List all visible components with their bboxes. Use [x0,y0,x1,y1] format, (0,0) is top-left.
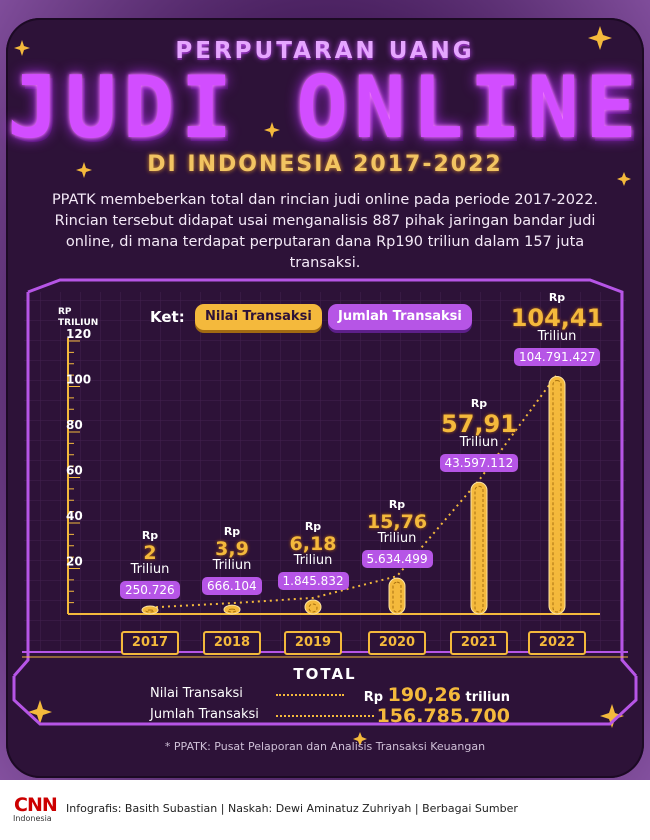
bar-value-2020: 15,76 [366,511,428,534]
y-tick-label: 60 [66,464,83,478]
y-tick-label: 20 [66,555,83,569]
legend-jumlah-transaksi: Jumlah Transaksi [328,304,472,330]
title-sub: DI INDONESIA 2017-2022 [147,152,503,177]
legend-ket: Ket: [150,308,185,326]
sparkle-icon [28,700,52,724]
legend-nilai-transaksi: Nilai Transaksi [195,304,322,330]
bar-inner-2020 [392,581,402,613]
bar-unit-2019: Triliun [293,552,333,568]
y-axis-unit-line1: RP [58,307,72,317]
bar-transactions-2022: 104.791.427 [514,348,601,367]
credit-text: Infografis: Basith Subastian | Naskah: D… [66,802,518,815]
total-nilai-currency: Rp [363,690,384,705]
total-jumlah-label: Jumlah Transaksi [150,707,259,722]
bar-value-2021: 57,91 [441,410,517,439]
cnn-logo-sub: Indonesia [13,814,52,823]
sparkle-icon [353,732,367,746]
sparkle-icon [600,704,624,728]
bar-currency-2021: Rp [470,397,488,411]
cnn-logo: CNN [14,794,58,816]
title-top: PERPUTARAN UANG [175,38,475,64]
x-tick-label-2021: 2021 [450,631,508,655]
bar-2019 [304,599,322,615]
total-nilai-value: Rp 190,26 triliun [364,684,510,706]
dotted-leader [276,715,374,717]
y-axis-unit: RP TRILIUN [58,307,98,329]
x-tick-label-2017: 2017 [121,631,179,655]
y-axis-unit-line2: TRILIUN [58,318,99,328]
bar-inner-2022 [552,379,562,613]
bar-transactions-2017: 250.726 [120,581,180,600]
sparkle-icon [14,40,30,56]
total-jumlah-value: 156.785.700 [377,705,510,727]
bar-currency-2022: Rp [548,291,566,305]
dotted-leader [276,694,344,696]
sparkle-icon [76,162,92,178]
y-tick-label: 100 [66,373,91,387]
bar-value-2019: 6,18 [289,532,337,555]
total-nilai-label: Nilai Transaksi [150,686,243,701]
bar-2022 [548,375,566,615]
bar-transactions-2021: 43.597.112 [439,454,519,473]
bar-currency-2017: Rp [141,529,159,543]
y-tick-label: 120 [66,327,91,341]
sparkle-icon [264,122,280,138]
title-main: JUDI ONLINE [7,58,643,158]
total-nilai-row: Nilai Transaksi Rp 190,26 triliun [150,684,510,706]
bar-currency-2020: Rp [388,498,406,512]
bar-unit-2018: Triliun [212,558,252,574]
total-nilai-suffix: triliun [465,690,510,705]
bar-2021 [470,481,488,615]
bar-value-2017: 2 [143,542,157,565]
bar-transactions-2020: 5.634.499 [361,550,433,569]
bar-transactions-2018: 666.104 [202,577,262,596]
bar-currency-2019: Rp [304,519,322,533]
bar-inner-2021 [474,485,484,613]
y-tick-label: 80 [66,418,83,432]
bar-inner-2017 [145,609,155,613]
footer: CNN Indonesia Infografis: Basith Subasti… [0,780,650,840]
bar-inner-2019 [308,603,318,613]
bar-unit-2021: Triliun [459,435,499,451]
bar-currency-2018: Rp [223,525,241,539]
x-tick-label-2020: 2020 [368,631,426,655]
bar-inner-2018 [227,608,237,613]
sparkle-icon [617,172,631,186]
total-nilai-number: 190,26 [387,684,461,706]
x-tick-label-2018: 2018 [203,631,261,655]
bar-value-2022: 104,41 [510,304,604,333]
bar-unit-2017: Triliun [130,562,170,578]
intro-text: PPATK membeberkan total dan rincian judi… [51,192,599,271]
total-jumlah-row: Jumlah Transaksi 156.785.700 [150,705,510,727]
footnote: * PPATK: Pusat Pelaporan dan Analisis Tr… [164,740,486,753]
total-title: TOTAL [293,665,357,683]
total-jumlah-number: 156.785.700 [376,705,510,727]
bar-unit-2022: Triliun [537,329,577,345]
bar-value-2018: 3,9 [215,538,249,561]
x-tick-label-2019: 2019 [284,631,342,655]
y-tick-label: 40 [66,509,83,523]
bar-transactions-2019: 1.845.832 [277,571,349,590]
bar-2020 [388,577,406,615]
bar-unit-2020: Triliun [377,531,417,547]
x-tick-label-2022: 2022 [528,631,586,655]
sparkle-icon [588,26,612,50]
